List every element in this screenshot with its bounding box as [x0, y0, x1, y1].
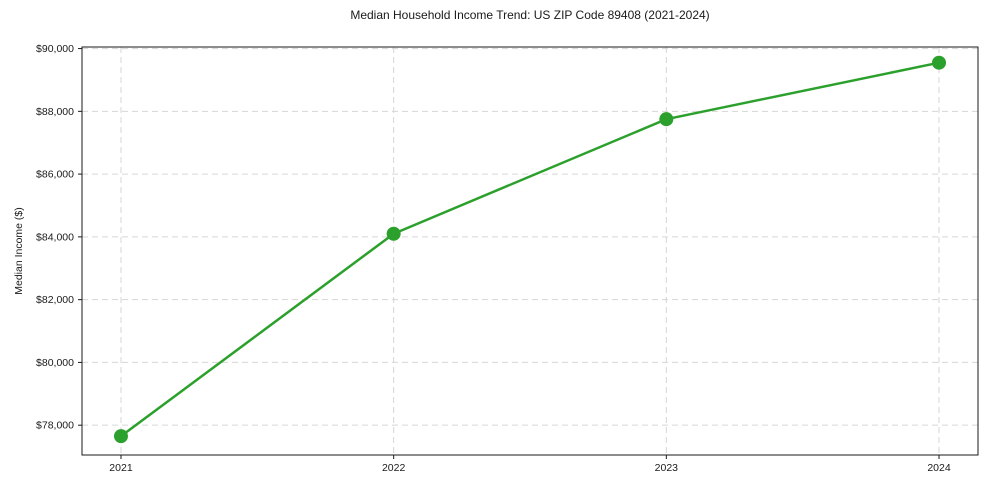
y-tick-label: $86,000: [36, 169, 74, 181]
y-tick-label: $90,000: [36, 43, 74, 55]
y-tick-label: $82,000: [36, 294, 74, 306]
chart-title: Median Household Income Trend: US ZIP Co…: [350, 8, 710, 22]
x-tick-label: 2024: [927, 462, 951, 474]
x-tick-label: 2022: [382, 462, 406, 474]
data-point-2021: [113, 429, 128, 444]
y-tick-label: $84,000: [36, 231, 74, 243]
x-tick-label: 2021: [109, 462, 133, 474]
y-tick-label: $78,000: [36, 420, 74, 432]
y-tick-label: $88,000: [36, 106, 74, 118]
income-trend-line: [119, 61, 941, 438]
x-tick-label: 2023: [655, 462, 679, 474]
data-point-2024: [932, 55, 947, 70]
data-point-2023: [659, 112, 674, 127]
data-point-2022: [386, 226, 401, 241]
plot-border: [81, 46, 979, 456]
y-tick-label: $80,000: [36, 357, 74, 369]
